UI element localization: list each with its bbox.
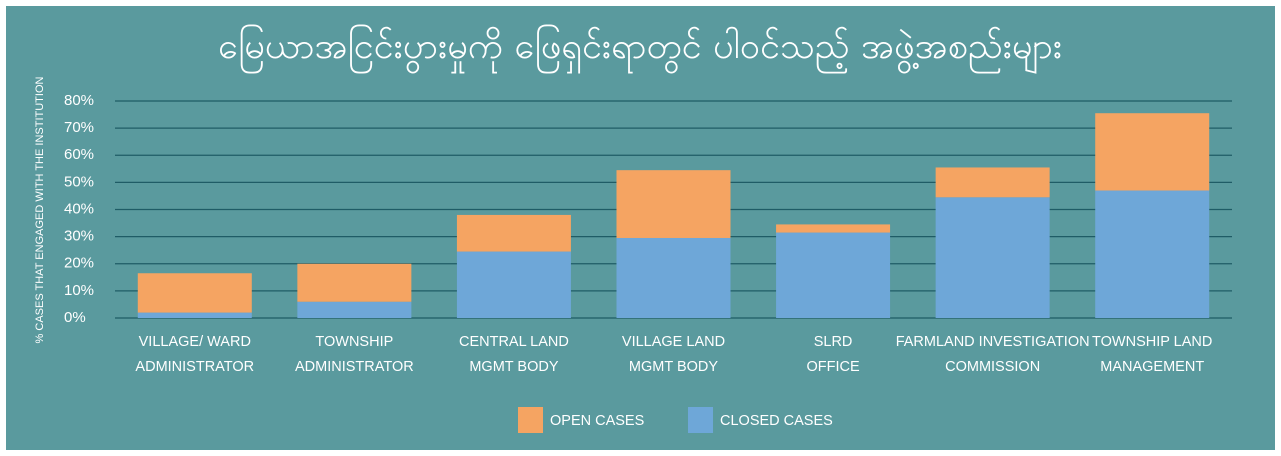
x-tick-label: TOWNSHIP [315, 334, 393, 350]
x-tick-label: ADMINISTRATOR [295, 359, 414, 375]
y-tick-label: 50% [64, 173, 94, 190]
x-tick-label: COMMISSION [945, 359, 1040, 375]
chart-title: မြေယာအငြင်းပွားမှုကို ဖြေရှင်းရာတွင် ပါဝ… [218, 25, 1062, 75]
y-tick-label: 40% [64, 200, 94, 217]
bar-segment [616, 170, 731, 238]
y-tick-label: 70% [64, 119, 94, 136]
bar-segment [137, 312, 252, 318]
x-tick-label: SLRD [814, 334, 853, 350]
bar-segment [616, 237, 731, 318]
x-tick-label: MGMT BODY [629, 359, 718, 375]
x-tick-label: FARMLAND INVESTIGATION [896, 334, 1090, 350]
y-tick-label: 0% [64, 309, 86, 326]
x-tick-label: VILLAGE LAND [622, 334, 725, 350]
bar-segment [137, 273, 252, 313]
bar-segment [776, 224, 891, 233]
bar-segment [1095, 190, 1210, 318]
y-tick-label: 20% [64, 255, 94, 272]
bar-segment [935, 167, 1050, 198]
y-tick-label: 10% [64, 282, 94, 299]
legend-swatch [688, 407, 713, 433]
legend-swatch [518, 407, 543, 433]
x-tick-label: CENTRAL LAND [459, 334, 569, 350]
legend-label: OPEN CASES [550, 413, 644, 429]
x-tick-label: MGMT BODY [469, 359, 558, 375]
bar-segment [456, 214, 571, 252]
y-axis-label: % CASES THAT ENGAGED WITH THE INSTITUTIO… [34, 77, 46, 344]
bar-segment [297, 263, 412, 302]
x-tick-label: MANAGEMENT [1100, 359, 1204, 375]
y-tick-label: 60% [64, 146, 94, 163]
x-tick-label: TOWNSHIP LAND [1092, 334, 1212, 350]
bar-segment [776, 232, 891, 318]
x-tick-label: OFFICE [806, 359, 859, 375]
bar-segment [297, 301, 412, 318]
legend-label: CLOSED CASES [720, 413, 833, 429]
y-tick-label: 30% [64, 228, 94, 245]
bar-segment [935, 197, 1050, 318]
x-tick-label: VILLAGE/ WARD [139, 334, 251, 350]
x-tick-label: ADMINISTRATOR [135, 359, 254, 375]
bar-segment [1095, 113, 1210, 191]
bar-segment [456, 251, 571, 318]
y-tick-label: 80% [64, 92, 94, 109]
